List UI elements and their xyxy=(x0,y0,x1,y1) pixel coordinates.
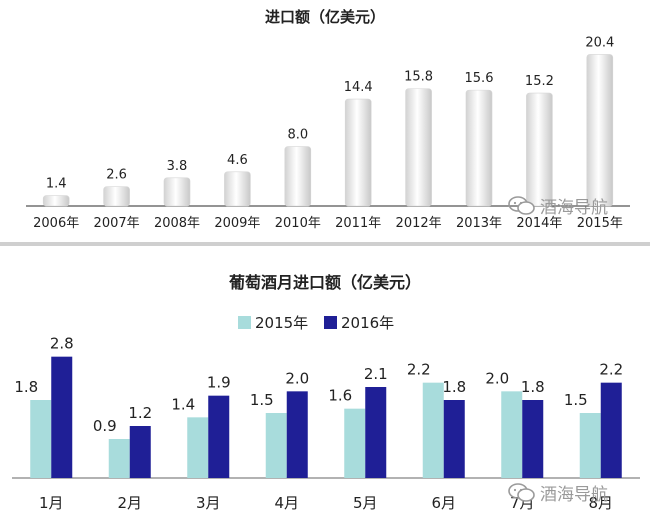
tick-label: 2014年 xyxy=(516,216,562,231)
bar xyxy=(51,356,73,478)
watermark-bottom: 酒海导航 xyxy=(508,480,608,505)
bar xyxy=(405,88,432,207)
bar xyxy=(30,400,52,478)
data-label: 1.4 xyxy=(171,395,195,413)
data-label: 15.8 xyxy=(404,70,433,85)
panel-shadow xyxy=(0,242,650,246)
tick-label: 2013年 xyxy=(456,216,502,231)
tick-label: 4月 xyxy=(274,494,299,512)
bottom-chart-title: 葡萄酒月进口额（亿美元） xyxy=(228,273,421,292)
tick-label: 3月 xyxy=(196,494,221,512)
tick-label: 2007年 xyxy=(94,216,140,231)
tick-label: 5月 xyxy=(353,494,378,512)
data-label: 15.6 xyxy=(465,71,494,86)
data-label: 4.6 xyxy=(227,153,248,168)
tick-label: 2008年 xyxy=(154,216,200,231)
bar xyxy=(522,400,544,478)
bar xyxy=(284,146,312,207)
tick-label: 2010年 xyxy=(275,216,321,231)
data-label: 1.9 xyxy=(207,374,231,392)
data-label: 2.1 xyxy=(364,365,388,383)
data-label: 1.8 xyxy=(442,378,466,396)
bar xyxy=(265,413,287,478)
data-label: 20.4 xyxy=(585,35,614,50)
tick-label: 2015年 xyxy=(577,216,623,231)
bar xyxy=(443,400,465,478)
data-label: 15.2 xyxy=(525,74,554,89)
legend-swatch-2015 xyxy=(238,316,251,329)
data-label: 3.8 xyxy=(167,159,188,174)
data-label: 2.2 xyxy=(407,361,431,379)
tick-label: 6月 xyxy=(431,494,456,512)
tick-label: 2006年 xyxy=(33,216,79,231)
data-label: 1.5 xyxy=(564,391,588,409)
data-label: 14.4 xyxy=(344,80,373,95)
data-label: 1.6 xyxy=(328,387,352,405)
bar xyxy=(103,186,130,207)
legend-label-2016: 2016年 xyxy=(341,314,394,332)
data-label: 2.0 xyxy=(485,369,509,387)
watermark-text: 酒海导航 xyxy=(540,485,608,505)
bar xyxy=(501,391,523,478)
data-label: 1.2 xyxy=(128,404,152,422)
tick-label: 2011年 xyxy=(335,216,381,231)
bar xyxy=(42,195,70,207)
data-label: 2.8 xyxy=(50,335,74,353)
legend: 2015年 2016年 xyxy=(238,314,394,332)
data-label: 1.8 xyxy=(14,378,38,396)
bar xyxy=(208,395,230,478)
top-chart-title: 进口额（亿美元） xyxy=(265,8,385,26)
data-label: 1.5 xyxy=(250,391,274,409)
legend-swatch-2016 xyxy=(324,316,337,329)
data-label: 1.8 xyxy=(521,378,545,396)
tick-label: 1月 xyxy=(39,494,64,512)
bar xyxy=(108,439,130,478)
data-label: 0.9 xyxy=(93,417,117,435)
bar xyxy=(526,92,553,207)
tick-label: 2009年 xyxy=(214,216,260,231)
bar xyxy=(586,54,614,207)
data-label: 1.4 xyxy=(46,177,67,192)
bar xyxy=(163,177,191,207)
wechat-icon xyxy=(508,195,535,215)
bar xyxy=(224,171,251,207)
bar xyxy=(344,408,366,478)
bar xyxy=(187,417,209,478)
tick-label: 2月 xyxy=(117,494,142,512)
bar xyxy=(422,382,444,478)
bar xyxy=(579,413,601,478)
tick-label: 2012年 xyxy=(396,216,442,231)
data-label: 2.6 xyxy=(106,168,127,183)
watermark-text: 酒海导航 xyxy=(540,198,608,218)
wechat-icon xyxy=(508,482,535,502)
bar xyxy=(465,89,493,207)
tick-label: 8月 xyxy=(588,494,613,512)
bar xyxy=(129,426,151,478)
data-label: 8.0 xyxy=(287,128,308,143)
bar xyxy=(344,98,372,207)
bar xyxy=(286,391,308,478)
data-label: 2.2 xyxy=(599,361,623,379)
bar xyxy=(365,387,387,478)
annual-import-chart: 进口额（亿美元） 1.4 2006年 2.6 2007年 3.8 2008年 4.6 2009… xyxy=(0,0,650,246)
data-label: 2.0 xyxy=(285,369,309,387)
monthly-import-chart: 葡萄酒月进口额（亿美元） 2015年 2016年 1.8 2.8 1月 0.9 1.2 2… xyxy=(12,273,640,512)
watermark-top: 酒海导航 xyxy=(508,193,608,218)
bar xyxy=(600,382,622,478)
legend-label-2015: 2015年 xyxy=(255,314,308,332)
